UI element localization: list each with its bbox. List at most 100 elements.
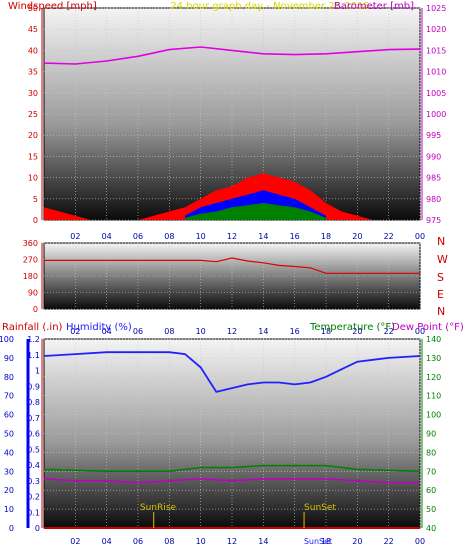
x-tick-label-lower: 04	[102, 537, 112, 546]
temperature-tick-label: 100	[426, 411, 441, 420]
barometer-line	[43, 46, 421, 65]
barometer-tick-label: 975	[426, 216, 441, 225]
windspeed-tick-label: 25	[28, 110, 38, 119]
x-tick-label-upper: 16	[290, 232, 300, 241]
x-tick-label-lower: 12	[227, 537, 237, 546]
x-tick-label-lower: 06	[133, 537, 143, 546]
rainfall-tick-label: 0.4	[27, 461, 40, 470]
x-tick-label-upper: 18	[321, 232, 331, 241]
lower-panel-plot-area	[43, 338, 421, 529]
x-tick-label-lower: 02	[70, 537, 80, 546]
x-tick-label-middle: 08	[164, 327, 174, 336]
windspeed-tick-label: 0	[33, 216, 38, 225]
temperature-tick-label: 90	[426, 430, 436, 439]
humidity-tick-label: 100	[0, 335, 14, 344]
x-tick-label-middle: 02	[70, 327, 80, 336]
compass-label: S	[437, 271, 444, 284]
x-tick-label-middle: 06	[133, 327, 143, 336]
windspeed-tick-label: 50	[28, 4, 38, 13]
x-tick-label-lower: 10	[196, 537, 206, 546]
compass-label: N	[437, 305, 445, 318]
x-tick-label-lower: 14	[258, 537, 268, 546]
sunset-axis-label: SunSet	[304, 537, 332, 546]
compass-label: E	[437, 288, 444, 301]
temperature-tick-label: 80	[426, 448, 436, 457]
windspeed-tick-label: 10	[28, 174, 38, 183]
x-tick-label-upper: 10	[196, 232, 206, 241]
x-tick-label-middle: 04	[102, 327, 112, 336]
temperature-tick-label: 70	[426, 467, 436, 476]
x-tick-label-upper: 00	[415, 232, 425, 241]
x-tick-label-middle: 14	[258, 327, 268, 336]
x-tick-label-lower: 18	[321, 537, 331, 546]
temperature-tick-label: 40	[426, 524, 436, 533]
x-tick-label-middle: 12	[227, 327, 237, 336]
compass-label: W	[437, 253, 448, 266]
rainfall-axis-title: Rainfall (.in)	[2, 322, 63, 333]
x-tick-label-middle: 00	[415, 327, 425, 336]
x-tick-label-upper: 08	[164, 232, 174, 241]
rainfall-tick-label: 0.8	[27, 398, 40, 407]
humidity-tick-label: 30	[4, 467, 14, 476]
barometer-tick-label: 995	[426, 131, 441, 140]
barometer-tick-label: 980	[426, 195, 441, 204]
direction-tick-label: 90	[28, 289, 38, 298]
rainfall-tick-label: 0.6	[27, 430, 40, 439]
barometer-tick-label: 990	[426, 152, 441, 161]
windspeed-tick-label: 20	[28, 131, 38, 140]
rainfall-tick-label: 1.1	[27, 351, 40, 360]
x-tick-label-upper: 12	[227, 232, 237, 241]
rainfall-tick-label: 0.9	[27, 382, 40, 391]
rainfall-tick-label: 0.5	[27, 445, 40, 454]
windspeed-tick-label: 45	[28, 25, 38, 34]
humidity-tick-label: 0	[9, 524, 14, 533]
barometer-tick-label: 985	[426, 174, 441, 183]
temperature-axis-title: Temperature (°F)	[309, 322, 395, 333]
dewpoint-axis-title: Dew Point (°F)	[392, 322, 464, 333]
x-tick-label-upper: 22	[384, 232, 394, 241]
rainfall-tick-label: 1	[35, 367, 40, 376]
humidity-tick-label: 90	[4, 354, 14, 363]
sunrise-label: SunRise	[140, 503, 177, 513]
humidity-axis-title: Humidity (%)	[66, 322, 132, 333]
dewpoint-line	[43, 478, 420, 484]
rainfall-tick-label: 0.2	[27, 493, 40, 502]
temperature-tick-label: 60	[426, 486, 436, 495]
windspeed-tick-label: 30	[28, 89, 38, 98]
humidity-tick-label: 60	[4, 411, 14, 420]
chart-title: 24 hour graph day - November 25 2018	[170, 1, 369, 12]
temperature-line	[43, 464, 421, 473]
rainfall-tick-label: 0.1	[27, 508, 40, 517]
windspeed-tick-label: 40	[28, 46, 38, 55]
x-tick-label-lower: 22	[384, 537, 394, 546]
humidity-tick-label: 50	[4, 430, 14, 439]
windspeed-area	[44, 173, 420, 220]
temperature-tick-label: 110	[426, 392, 441, 401]
x-tick-label-middle: 20	[352, 327, 362, 336]
x-tick-label-lower: 08	[164, 537, 174, 546]
direction-tick-label: 270	[23, 256, 38, 265]
temperature-tick-label: 120	[426, 373, 441, 382]
direction-tick-label: 180	[23, 272, 38, 281]
x-tick-label-lower: 00	[415, 537, 425, 546]
barometer-tick-label: 1015	[426, 46, 446, 55]
windspeed-tick-label: 15	[28, 152, 38, 161]
x-tick-label-upper: 02	[70, 232, 80, 241]
temperature-tick-label: 130	[426, 354, 441, 363]
humidity-line	[43, 351, 421, 393]
barometer-tick-label: 1010	[426, 68, 446, 77]
direction-tick-label: 0	[33, 305, 38, 314]
x-tick-label-upper: 06	[133, 232, 143, 241]
x-tick-label-lower: 20	[352, 537, 362, 546]
x-tick-label-middle: 22	[384, 327, 394, 336]
rainfall-tick-label: 1.2	[27, 335, 40, 344]
x-tick-label-upper: 20	[352, 232, 362, 241]
rainfall-tick-label: 0.7	[27, 414, 40, 423]
sunset-label: SunSet	[304, 503, 336, 513]
temperature-tick-label: 50	[426, 505, 436, 514]
wind-average-area	[185, 203, 326, 220]
humidity-tick-label: 70	[4, 392, 14, 401]
barometer-axis-title: Barometer [mb]	[334, 1, 414, 12]
